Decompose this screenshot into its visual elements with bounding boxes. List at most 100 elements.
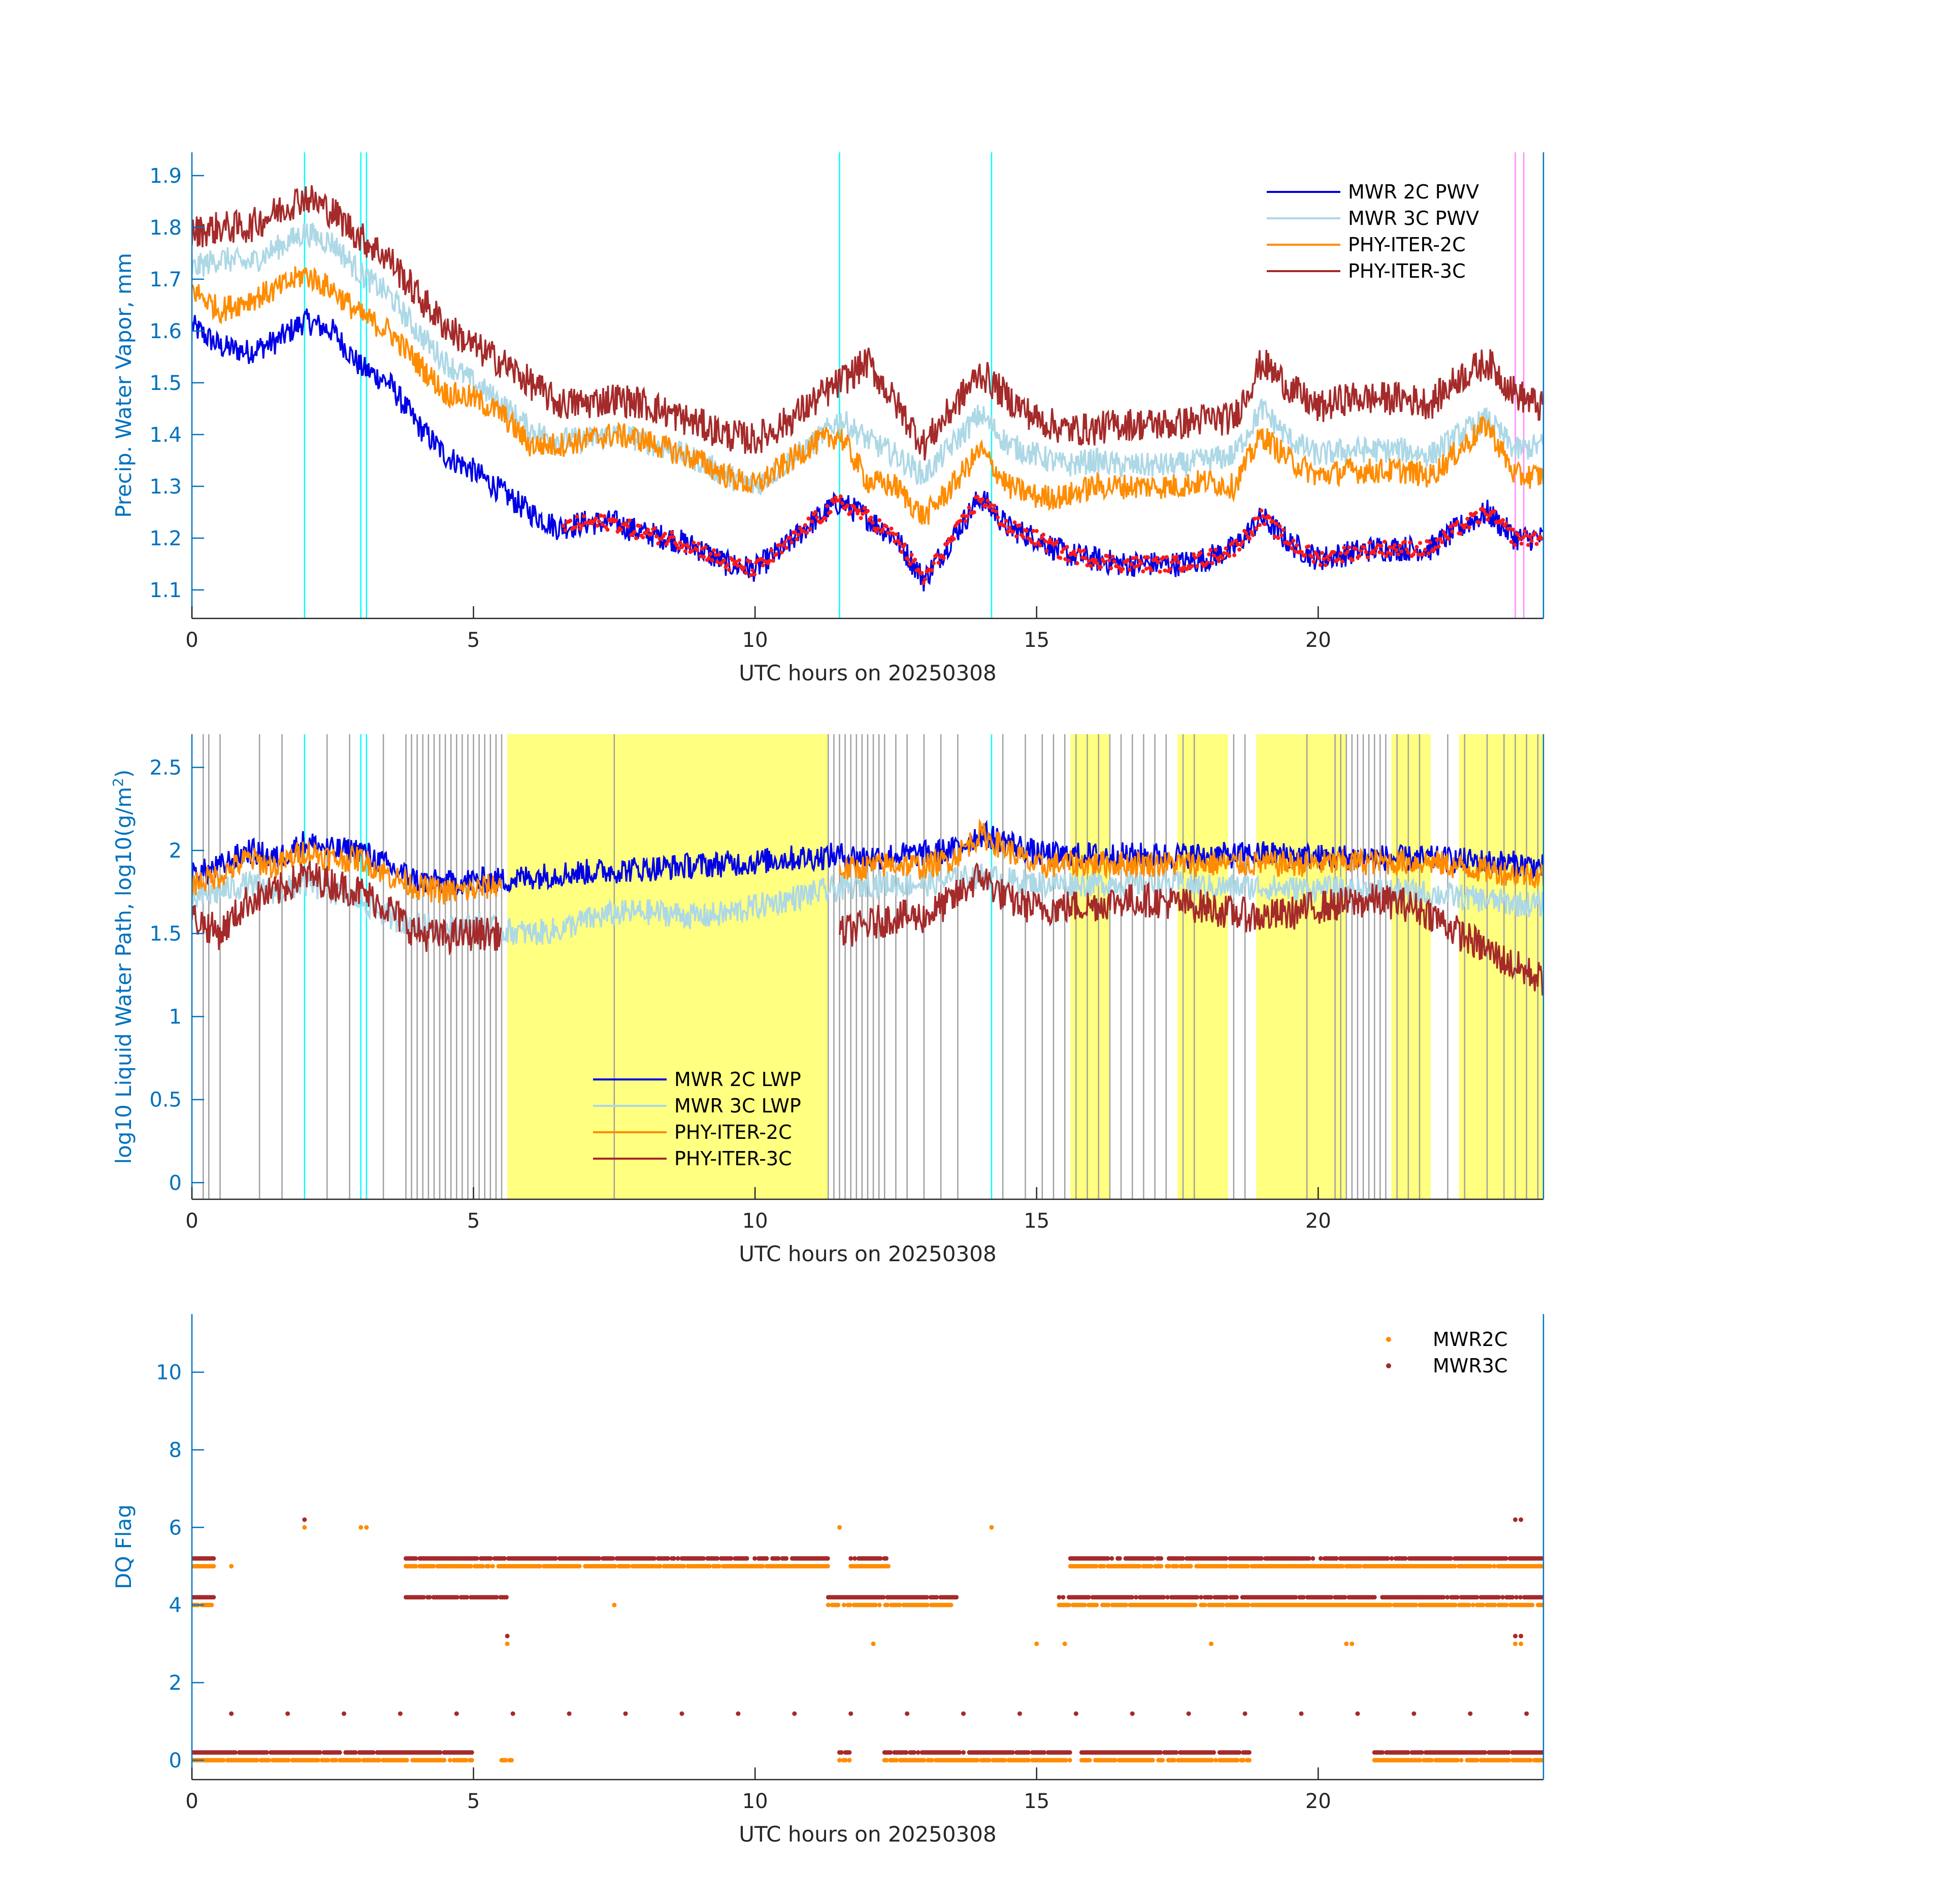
- y-axis-label: Precip. Water Vapor, mm: [111, 253, 136, 518]
- flag-point-mwr2c: [1459, 1758, 1464, 1763]
- red-point: [1250, 533, 1255, 537]
- red-point: [1404, 547, 1409, 551]
- flag-point-mwr3c: [1105, 1556, 1110, 1561]
- red-point: [936, 561, 941, 565]
- red-point: [1014, 534, 1018, 539]
- red-point: [862, 506, 867, 510]
- flag-point-mwr2c: [1101, 1564, 1106, 1569]
- flag-point-mwr3c: [784, 1556, 789, 1561]
- red-point: [965, 514, 970, 518]
- red-point: [1132, 565, 1137, 569]
- red-point: [1031, 529, 1036, 533]
- red-point: [1129, 562, 1134, 567]
- red-point: [1044, 549, 1049, 553]
- red-point: [712, 548, 716, 552]
- flag-point-mwr3c: [839, 1750, 844, 1755]
- flag-point-mwr2c: [837, 1525, 842, 1530]
- red-point: [668, 535, 672, 540]
- red-point: [793, 530, 797, 535]
- flag-point-mwr2c: [509, 1758, 514, 1763]
- red-point: [725, 563, 730, 567]
- flag-point-mwr2c: [1358, 1564, 1363, 1569]
- red-point: [1220, 555, 1225, 560]
- flag-point-mwr2c: [221, 1758, 226, 1763]
- red-point: [1418, 541, 1423, 545]
- x-tick-label: 10: [742, 1209, 768, 1233]
- red-point: [576, 522, 581, 527]
- red-point: [737, 558, 742, 563]
- flag-point-mwr3c: [744, 1556, 749, 1561]
- flag-point-mwr3c: [1539, 1595, 1543, 1600]
- flag-point-mwr3c: [1010, 1750, 1015, 1755]
- red-point: [739, 564, 743, 568]
- red-point: [1164, 555, 1169, 560]
- red-point: [1126, 558, 1130, 563]
- flag-point-mwr3c: [1067, 1750, 1072, 1755]
- red-point: [1006, 530, 1010, 534]
- red-point: [1315, 552, 1320, 557]
- flag-point-mwr3c: [715, 1556, 720, 1561]
- red-point: [697, 541, 701, 546]
- red-point: [568, 518, 573, 523]
- red-point: [1212, 553, 1216, 558]
- red-point: [1195, 564, 1199, 569]
- y-tick-label: 1.2: [149, 527, 182, 550]
- red-point: [930, 568, 934, 572]
- red-point: [594, 516, 598, 521]
- red-point: [1136, 564, 1140, 568]
- red-point: [795, 537, 799, 542]
- flag-point-mwr2c: [1172, 1758, 1177, 1763]
- red-point: [722, 558, 727, 563]
- red-point: [1340, 559, 1345, 564]
- red-point: [771, 559, 775, 563]
- red-point: [1247, 536, 1252, 541]
- flag-point-mwr3c: [954, 1595, 959, 1600]
- flag-point-mwr2c: [1467, 1602, 1472, 1607]
- red-point: [649, 532, 654, 536]
- flag-point-mwr2c: [537, 1564, 542, 1569]
- x-tick-label: 20: [1305, 1790, 1331, 1813]
- flag-point-mwr3c: [211, 1556, 216, 1561]
- red-point: [1507, 527, 1512, 531]
- flag-point-mwr2c: [1137, 1564, 1142, 1569]
- flag-point-mwr3c: [764, 1556, 769, 1561]
- flag-point-mwr2c: [469, 1564, 474, 1569]
- red-point: [1217, 559, 1222, 564]
- red-point: [880, 528, 885, 532]
- red-point: [962, 513, 966, 518]
- red-point: [1394, 548, 1399, 552]
- plot-area: [192, 152, 1543, 618]
- flag-point-mwr3c: [1086, 1595, 1091, 1600]
- red-point: [908, 562, 912, 566]
- flag-point-mwr3c: [1042, 1750, 1047, 1755]
- red-point: [1524, 533, 1529, 538]
- red-point: [919, 571, 924, 575]
- flag-point-mwr2c: [1455, 1758, 1460, 1763]
- legend-swatch: [1386, 1337, 1391, 1342]
- red-point: [893, 539, 897, 544]
- red-point: [734, 560, 738, 564]
- red-point: [1222, 551, 1227, 555]
- flag-point-mwr2c: [1418, 1758, 1423, 1763]
- red-point: [837, 498, 841, 503]
- flag-point-mwr3c: [488, 1556, 493, 1561]
- red-point: [1423, 547, 1428, 552]
- red-point: [581, 514, 586, 518]
- red-point: [813, 510, 817, 514]
- flag-point-mwr3c: [1449, 1556, 1454, 1561]
- red-point: [898, 541, 902, 546]
- flag-point-mwr2c: [1160, 1758, 1165, 1763]
- red-point: [768, 559, 772, 563]
- red-point: [1089, 564, 1093, 568]
- flag-point-mwr2c: [1224, 1564, 1229, 1569]
- red-point: [1102, 560, 1106, 564]
- flag-point-mwr3c: [1513, 1633, 1518, 1638]
- red-point: [1338, 551, 1343, 555]
- red-point: [1482, 509, 1487, 513]
- flag-point-mwr2c: [1106, 1602, 1111, 1607]
- flag-point-mwr3c: [675, 1556, 680, 1561]
- flag-point-mwr2c: [469, 1758, 474, 1763]
- red-point: [782, 540, 787, 544]
- red-point: [975, 495, 980, 499]
- red-point: [702, 554, 706, 559]
